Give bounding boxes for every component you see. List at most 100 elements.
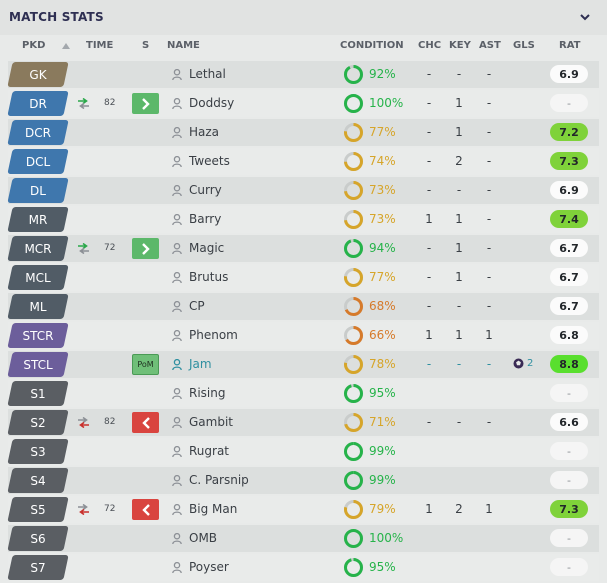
player-name[interactable]: Curry xyxy=(189,183,222,197)
table-row[interactable]: MCR 72 Magic 94% - 1 - 6.7 xyxy=(0,234,607,263)
player-name[interactable]: Big Man xyxy=(189,502,238,516)
position-label: STCR xyxy=(22,328,54,343)
table-row[interactable]: S4 C. Parsnip 99% - xyxy=(0,466,607,495)
person-icon xyxy=(172,272,182,283)
condition-ring-icon xyxy=(344,355,363,374)
position-badge[interactable]: MCL xyxy=(7,265,69,290)
table-row[interactable]: S5 72 Big Man 79% 1 2 1 7.3 xyxy=(0,495,607,524)
player-name[interactable]: Barry xyxy=(189,212,222,226)
sub-off-button[interactable] xyxy=(132,499,159,520)
sub-on-button[interactable] xyxy=(132,238,159,259)
position-badge[interactable]: S2 xyxy=(7,410,69,435)
column-header-s[interactable]: S xyxy=(142,40,150,51)
position-badge[interactable]: S5 xyxy=(7,497,69,522)
football-icon xyxy=(513,358,524,369)
position-badge[interactable]: S6 xyxy=(7,526,69,551)
position-label: GK xyxy=(29,67,47,82)
position-badge[interactable]: S3 xyxy=(7,439,69,464)
position-badge[interactable]: MCR xyxy=(7,236,69,261)
table-row[interactable]: STCR Phenom 66% 1 1 1 6.8 xyxy=(0,321,607,350)
condition-value: 95% xyxy=(369,386,396,400)
column-header-condition[interactable]: CONDITION xyxy=(340,40,404,51)
row-background xyxy=(8,177,599,204)
position-badge[interactable]: S7 xyxy=(7,555,69,580)
table-row[interactable]: DR 82 Doddsy 100% - 1 - - xyxy=(0,89,607,118)
position-label: STCL xyxy=(23,357,53,372)
player-name[interactable]: Jam xyxy=(189,357,212,371)
position-label: S2 xyxy=(30,415,46,430)
table-row[interactable]: STCL PoM Jam 78% - - - 2 8.8 xyxy=(0,350,607,379)
chances-value: - xyxy=(426,154,432,168)
position-badge[interactable]: STCR xyxy=(7,323,69,348)
person-icon xyxy=(172,504,182,515)
sort-ascending-icon[interactable] xyxy=(62,43,70,49)
table-row[interactable]: S6 OMB 100% - xyxy=(0,524,607,553)
rating-badge: 7.3 xyxy=(550,152,588,170)
column-header-time[interactable]: TIME xyxy=(86,40,114,51)
position-label: MCL xyxy=(25,270,51,285)
player-name[interactable]: Gambit xyxy=(189,415,233,429)
player-name[interactable]: CP xyxy=(189,299,205,313)
row-background xyxy=(8,293,599,320)
column-header-key[interactable]: KEY xyxy=(449,40,471,51)
position-badge[interactable]: DCR xyxy=(7,120,69,145)
person-icon xyxy=(172,127,182,138)
table-row[interactable]: DL Curry 73% - - - 6.9 xyxy=(0,176,607,205)
rating-badge: - xyxy=(550,471,588,489)
position-badge[interactable]: GK xyxy=(7,62,69,87)
position-badge[interactable]: MR xyxy=(7,207,69,232)
table-row[interactable]: GK Lethal 92% - - - 6.9 xyxy=(0,60,607,89)
column-header-chc[interactable]: CHC xyxy=(418,40,442,51)
chevron-down-icon[interactable] xyxy=(579,11,591,23)
person-icon xyxy=(172,243,182,254)
sub-on-button[interactable] xyxy=(132,93,159,114)
column-header-ast[interactable]: AST xyxy=(479,40,501,51)
position-badge[interactable]: DL xyxy=(7,178,69,203)
key-passes-value: - xyxy=(456,299,462,313)
column-header-rat[interactable]: RAT xyxy=(559,40,581,51)
player-name[interactable]: Haza xyxy=(189,125,220,139)
position-badge[interactable]: DCL xyxy=(7,149,69,174)
player-name[interactable]: Rising xyxy=(189,386,226,400)
player-name[interactable]: C. Parsnip xyxy=(189,473,249,487)
player-name[interactable]: Brutus xyxy=(189,270,229,284)
table-row[interactable]: MCL Brutus 77% - 1 - 6.7 xyxy=(0,263,607,292)
player-name[interactable]: Poyser xyxy=(189,560,229,574)
table-row[interactable]: S7 Poyser 95% - xyxy=(0,553,607,582)
substitution-off-icon xyxy=(78,417,89,428)
position-badge[interactable]: S4 xyxy=(7,468,69,493)
player-name[interactable]: Phenom xyxy=(189,328,238,342)
table-row[interactable]: MR Barry 73% 1 1 - 7.4 xyxy=(0,205,607,234)
table-row[interactable]: DCR Haza 77% - 1 - 7.2 xyxy=(0,118,607,147)
position-badge[interactable]: DR xyxy=(7,91,69,116)
table-row[interactable]: S1 Rising 95% - xyxy=(0,379,607,408)
rating-badge: - xyxy=(550,529,588,547)
assists-value: - xyxy=(486,357,492,371)
sub-off-button[interactable] xyxy=(132,412,159,433)
table-row[interactable]: S2 82 Gambit 71% - - - 6.6 xyxy=(0,408,607,437)
player-name[interactable]: Tweets xyxy=(189,154,230,168)
key-passes-value: 1 xyxy=(455,328,463,342)
chances-value: - xyxy=(426,183,432,197)
player-name[interactable]: Magic xyxy=(189,241,225,255)
position-badge[interactable]: S1 xyxy=(7,381,69,406)
condition-ring-icon xyxy=(344,181,363,200)
column-header-name[interactable]: NAME xyxy=(167,40,200,51)
table-row[interactable]: S3 Rugrat 99% - xyxy=(0,437,607,466)
panel-header[interactable]: MATCH STATS xyxy=(0,0,607,35)
chances-value: - xyxy=(426,299,432,313)
column-header-pkd[interactable]: PKD xyxy=(22,40,46,51)
position-badge[interactable]: STCL xyxy=(7,352,69,377)
condition-ring-icon xyxy=(344,471,363,490)
player-name[interactable]: Lethal xyxy=(189,67,226,81)
table-row[interactable]: ML CP 68% - - - 6.7 xyxy=(0,292,607,321)
key-passes-value: - xyxy=(456,67,462,81)
player-name[interactable]: Doddsy xyxy=(189,96,235,110)
condition-value: 94% xyxy=(369,241,396,255)
player-name[interactable]: OMB xyxy=(189,531,218,545)
table-row[interactable]: DCL Tweets 74% - 2 - 7.3 xyxy=(0,147,607,176)
player-name[interactable]: Rugrat xyxy=(189,444,230,458)
position-label: MR xyxy=(28,212,48,227)
position-badge[interactable]: ML xyxy=(7,294,69,319)
column-header-gls[interactable]: GLS xyxy=(513,40,535,51)
